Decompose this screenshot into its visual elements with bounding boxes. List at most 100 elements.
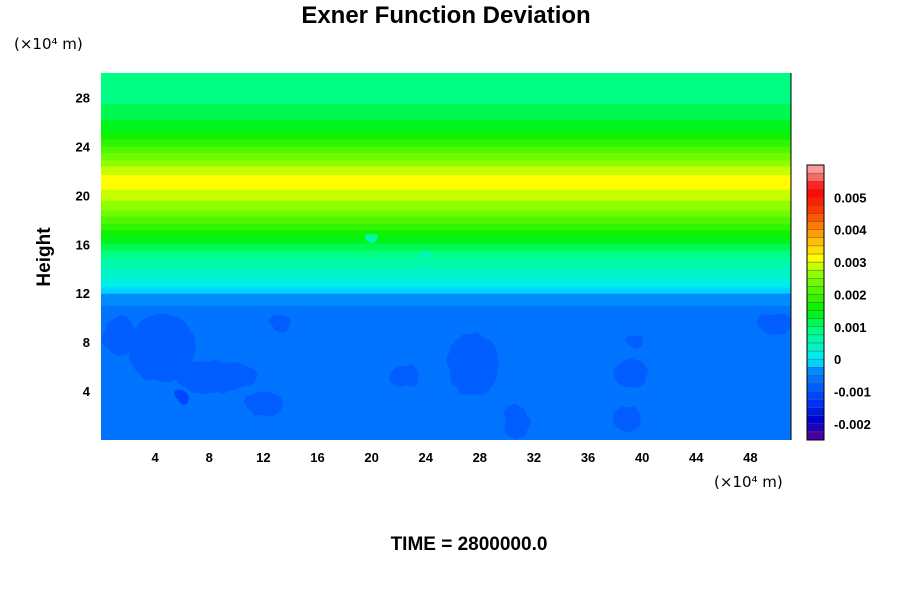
contour-band bbox=[101, 205, 791, 209]
contour-anomaly bbox=[270, 315, 292, 333]
contour-band bbox=[101, 423, 791, 426]
contour-band bbox=[101, 397, 791, 401]
contour-band bbox=[101, 401, 791, 404]
contour-anomaly bbox=[502, 405, 530, 438]
contour-band bbox=[101, 142, 791, 145]
colorbar-swatch bbox=[806, 383, 825, 392]
colorbar-swatch bbox=[806, 229, 825, 238]
contour-anomaly bbox=[613, 360, 649, 388]
contour-band bbox=[101, 275, 791, 278]
contour-band bbox=[101, 378, 791, 381]
colorbar-tick-label: 0.002 bbox=[834, 287, 867, 302]
y-tick-label: 8 bbox=[83, 335, 90, 350]
contour-band bbox=[101, 231, 791, 234]
colorbar-swatch bbox=[806, 213, 825, 222]
contour-band bbox=[101, 138, 791, 141]
contour-band bbox=[101, 178, 791, 182]
colorbar-swatch bbox=[806, 286, 825, 295]
contour-band bbox=[101, 263, 791, 266]
contour-band bbox=[101, 274, 791, 277]
contour-band bbox=[101, 169, 791, 172]
contour-band bbox=[101, 121, 791, 124]
contour-band bbox=[101, 351, 791, 354]
contour-band bbox=[101, 253, 791, 256]
contour-band bbox=[101, 73, 791, 76]
contour-band bbox=[101, 221, 791, 224]
colorbar-swatch bbox=[806, 310, 825, 319]
contour-band bbox=[101, 172, 791, 176]
contour-band bbox=[101, 285, 791, 288]
contour-band bbox=[101, 399, 791, 402]
contour-band bbox=[101, 419, 791, 423]
contour-band bbox=[101, 137, 791, 140]
contour-band bbox=[101, 293, 791, 297]
contour-band bbox=[101, 145, 791, 149]
contour-band bbox=[101, 325, 791, 328]
x-tick-label: 20 bbox=[364, 450, 378, 465]
contour-band bbox=[101, 81, 791, 84]
contour-band bbox=[101, 273, 791, 276]
contour-band bbox=[101, 129, 791, 133]
contour-band bbox=[101, 189, 791, 193]
contour-band bbox=[101, 382, 791, 385]
x-tick-label: 44 bbox=[689, 450, 704, 465]
contour-band bbox=[101, 220, 791, 223]
contour-band bbox=[101, 257, 791, 260]
contour-band bbox=[101, 284, 791, 287]
contour-band bbox=[101, 153, 791, 156]
x-tick-label: 36 bbox=[581, 450, 595, 465]
contour-band bbox=[101, 215, 791, 218]
contour-band bbox=[101, 158, 791, 161]
contour-band bbox=[101, 193, 791, 196]
contour-band bbox=[101, 278, 791, 281]
contour-band bbox=[101, 118, 791, 122]
contour-band bbox=[101, 315, 791, 319]
contour-band bbox=[101, 185, 791, 188]
contour-band bbox=[101, 372, 791, 375]
contour-band bbox=[101, 76, 791, 79]
colorbar-tick-label: -0.001 bbox=[834, 384, 871, 399]
colorbar-swatch bbox=[806, 180, 825, 190]
contour-band bbox=[101, 89, 791, 92]
x-tick-label: 12 bbox=[256, 450, 270, 465]
contour-band bbox=[101, 303, 791, 306]
contour-band bbox=[101, 424, 791, 428]
colorbar-swatch bbox=[806, 342, 825, 352]
contour-band bbox=[101, 133, 791, 136]
contour-band bbox=[101, 322, 791, 325]
contour-band bbox=[101, 337, 791, 341]
colorbar-swatch bbox=[806, 245, 825, 255]
contour-band bbox=[101, 143, 791, 146]
contour-band bbox=[101, 334, 791, 337]
contour-band bbox=[101, 79, 791, 83]
colorbar-frame bbox=[806, 164, 825, 441]
contour-band bbox=[101, 308, 791, 311]
contour-band bbox=[101, 369, 791, 372]
contour-band bbox=[101, 435, 791, 439]
y-tick-label: 20 bbox=[76, 188, 90, 203]
colorbar-swatch bbox=[806, 423, 825, 433]
contour-band bbox=[101, 182, 791, 185]
x-tick-label: 48 bbox=[743, 450, 757, 465]
contour-band bbox=[101, 366, 791, 369]
colorbar-swatch bbox=[806, 189, 825, 198]
contour-band bbox=[101, 155, 791, 158]
y-tick-label: 12 bbox=[76, 286, 90, 301]
contour-band bbox=[101, 333, 791, 336]
contour-band bbox=[101, 390, 791, 393]
contour-band bbox=[101, 364, 791, 368]
contour-band bbox=[101, 208, 791, 211]
contour-band bbox=[101, 320, 791, 324]
contour-band bbox=[101, 386, 791, 390]
contour-band bbox=[101, 112, 791, 116]
contour-band bbox=[101, 329, 791, 332]
contour-band bbox=[101, 160, 791, 163]
y-axis-label: Height bbox=[34, 227, 55, 287]
plot-area bbox=[101, 73, 791, 440]
colorbar-swatch bbox=[806, 326, 825, 336]
y-unit-label: (×10⁴ m) bbox=[14, 35, 83, 53]
colorbar-tick-label: 0 bbox=[834, 352, 841, 367]
contour-band bbox=[101, 406, 791, 409]
colorbar-swatch bbox=[806, 278, 825, 287]
x-tick-label: 40 bbox=[635, 450, 649, 465]
